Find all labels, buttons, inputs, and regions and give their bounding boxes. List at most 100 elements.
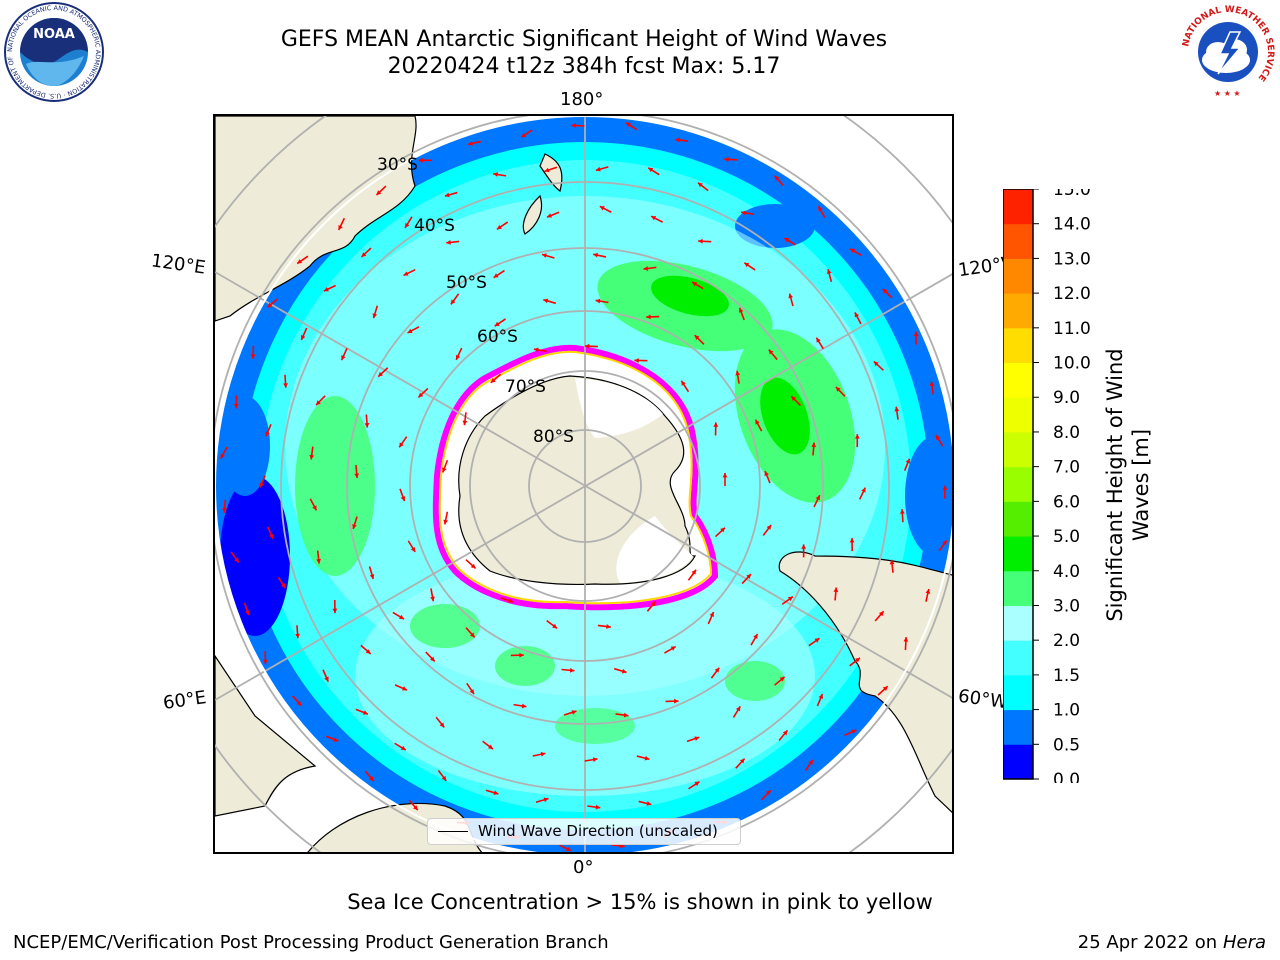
wave-direction-arrowhead — [681, 380, 686, 386]
wave-direction-arrowhead — [259, 482, 264, 488]
wave-direction-arrowhead — [698, 238, 703, 244]
wave-direction-arrowhead — [462, 420, 468, 426]
wave-direction-arrowhead — [913, 331, 919, 337]
wave-direction-arrowhead — [942, 485, 948, 491]
wave-direction-arrowhead — [571, 123, 576, 128]
wave-direction-arrowhead — [592, 757, 598, 762]
wave-direction-arrowhead — [818, 693, 823, 699]
wave-direction-arrowhead — [774, 175, 780, 181]
chart-title-line1: GEFS MEAN Antarctic Significant Height o… — [280, 27, 888, 52]
wave-direction-arrowhead — [765, 790, 771, 796]
wave-direction-arrowhead — [220, 453, 225, 459]
colorbar-swatch — [1003, 258, 1033, 294]
wave-direction-arrowhead — [364, 423, 370, 428]
wave-direction-arrowhead — [724, 157, 729, 162]
wave-direction-arrowhead — [670, 646, 676, 651]
wave-direction-arrowhead — [674, 698, 679, 704]
wave-direction-arrowhead — [233, 404, 239, 409]
wave-direction-arrowhead — [861, 487, 866, 493]
wave-direction-arrowhead — [713, 422, 719, 427]
colorbar-swatch — [1003, 466, 1033, 502]
wave-direction-arrowhead — [826, 269, 832, 275]
colorbar-tick-label: 11.0 — [1053, 319, 1091, 339]
machine-name: Hera — [1222, 932, 1266, 953]
wave-direction-arrowhead — [407, 328, 413, 333]
wave-direction-arrowhead — [544, 167, 550, 173]
wave-direction-arrowhead — [744, 262, 750, 268]
colorbar-swatch — [1003, 431, 1033, 468]
wave-direction-arrowhead — [694, 736, 700, 741]
lon-label-180: 180° — [560, 89, 604, 110]
wave-direction-arrowhead — [818, 206, 823, 212]
wave-direction-arrowhead — [694, 335, 700, 340]
wave-direction-arrowhead — [540, 751, 546, 757]
wave-direction-arrowhead — [262, 659, 268, 665]
wave-direction-arrowhead — [507, 598, 513, 603]
wave-direction-arrowhead — [401, 686, 407, 691]
wave-direction-arrowhead — [533, 347, 539, 353]
wave-direction-arrowhead — [709, 611, 714, 617]
wave-direction-arrowhead — [332, 608, 338, 614]
colorbar-swatch — [1003, 501, 1033, 537]
wave-direction-arrowhead — [429, 656, 435, 662]
wave-direction-arrowhead — [296, 700, 302, 706]
wave-direction-arrowhead — [599, 206, 605, 211]
colorbar-tick-label: 10.0 — [1053, 354, 1091, 374]
wave-direction-arrowhead — [309, 454, 315, 460]
wave-direction-arrowhead — [935, 435, 941, 440]
wave-direction-arrowhead — [521, 703, 527, 709]
wave-direction-arrowhead — [565, 846, 571, 852]
wave-direction-arrowhead — [469, 689, 475, 695]
wave-direction-arrowhead — [441, 775, 447, 781]
lon-label-60w: 60°W — [956, 685, 1009, 714]
wave-direction-arrowhead — [552, 623, 558, 629]
wave-direction-arrowhead — [324, 676, 329, 682]
wave-direction-arrowhead — [543, 797, 549, 803]
wave-direction-arrowhead — [720, 527, 726, 533]
wave-direction-arrowhead — [333, 737, 339, 742]
wave-direction-arrowhead — [543, 298, 549, 304]
wave-direction-arrowhead — [651, 216, 657, 221]
wave-direction-arrowhead — [595, 298, 601, 304]
wave-direction-arrowhead — [873, 361, 879, 367]
wave-direction-arrowhead — [569, 667, 575, 673]
wave-direction-arrowhead — [788, 293, 794, 299]
wave-direction-arrowhead — [735, 370, 741, 376]
wave-direction-arrowhead — [443, 519, 449, 525]
wave-direction-arrowhead — [691, 569, 697, 575]
wave-direction-arrowhead — [755, 419, 760, 425]
wave-direction-arrowhead — [854, 312, 860, 318]
wave-direction-arrowhead — [849, 538, 855, 543]
run-date: 25 Apr 2022 on Hera — [1077, 932, 1266, 953]
wave-direction-arrowhead — [361, 252, 367, 257]
wave-direction-arrowhead — [363, 710, 368, 715]
wave-direction-arrowhead — [369, 574, 375, 579]
wave-direction-arrowhead — [835, 386, 841, 392]
wave-direction-arrowhead — [634, 358, 639, 363]
wave-direction-arrowhead — [493, 790, 499, 796]
lat-label-30s: 30°S — [377, 155, 418, 175]
wave-direction-arrowhead — [354, 473, 360, 479]
wave-direction-arrowhead — [739, 758, 745, 764]
lat-label-80s: 80°S — [533, 427, 574, 447]
wave-direction-arrowhead — [403, 271, 409, 276]
colorbar-swatch — [1003, 362, 1033, 398]
colorbar-tick-label: 1.5 — [1053, 666, 1080, 686]
colorbar-swatch — [1003, 223, 1033, 259]
wave-direction-arrowhead — [493, 172, 498, 177]
wave-direction-arrowhead — [446, 240, 451, 245]
colorbar-swatch — [1003, 744, 1033, 780]
wave-direction-arrowhead — [808, 759, 813, 765]
wave-direction-arrowhead — [316, 400, 321, 406]
wave-direction-arrowhead — [784, 238, 790, 243]
wave-direction-arrowhead — [547, 213, 552, 218]
colorbar-tick-label: 12.0 — [1053, 284, 1091, 304]
polar-map-canvas: 30°S 40°S 50°S 60°S 70°S 80°S — [215, 116, 952, 852]
wave-direction-arrowhead — [889, 559, 895, 565]
wave-direction-arrowhead — [418, 392, 424, 398]
colorbar-swatch — [1003, 605, 1033, 641]
wave-direction-arrowhead — [300, 334, 306, 340]
wave-direction-arrowhead — [468, 141, 473, 146]
lon-label-0: 0° — [573, 857, 594, 878]
colorbar-swatch — [1003, 327, 1033, 364]
